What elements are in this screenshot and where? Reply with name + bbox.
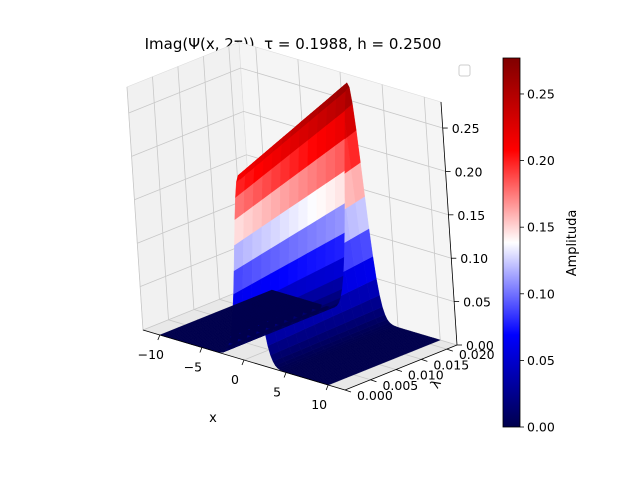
z-gridline	[131, 110, 446, 172]
x-axis-label: x	[209, 411, 217, 426]
colorbar	[502, 57, 521, 428]
y-tick-mark	[344, 389, 352, 393]
surface-patch	[316, 182, 327, 221]
y-tick-label: 0.015	[433, 357, 469, 372]
x-tick-mark	[325, 384, 329, 391]
x-tick-mark	[283, 372, 287, 378]
surface-patch	[325, 176, 336, 215]
surface-patch	[325, 208, 336, 244]
z-tick-label: 0.00	[466, 338, 494, 353]
y-tick-mark	[421, 358, 428, 362]
surface-patch	[335, 170, 345, 210]
y-tick-label: 0.000	[357, 388, 393, 403]
y-tick-mark	[446, 348, 453, 352]
colorbar-tick-label: 0.20	[527, 153, 555, 168]
x-tick-mark	[199, 347, 203, 353]
colorbar-tick-label: 0.25	[527, 86, 555, 101]
x-tick-label: 5	[273, 385, 281, 400]
colorbar-ticks: 0.00 0.05 0.10 0.15 0.20 0.25	[520, 86, 555, 435]
colorbar-tick-label: 0.15	[527, 220, 555, 235]
y-tick-mark	[395, 369, 403, 372]
y-tick-label: 0.010	[408, 368, 444, 383]
z-gridline	[134, 154, 449, 216]
surface-patch	[336, 82, 348, 100]
x-tick-mark	[157, 334, 161, 341]
legend-box	[458, 64, 471, 77]
y-tick-mark	[370, 379, 377, 383]
x-tick-mark	[241, 359, 245, 366]
y-tick-label: 0.005	[382, 378, 418, 393]
colorbar-tick-label: 0.05	[527, 353, 555, 368]
surface-patch	[334, 202, 345, 239]
z-tick-label: 0.10	[460, 251, 488, 266]
colorbar-label: Amplituda	[565, 210, 580, 277]
x-tick-label: −10	[138, 347, 164, 362]
surface-plot	[159, 82, 441, 386]
y-tick-label: 0.020	[459, 347, 495, 362]
x-tick-label: 0	[231, 372, 239, 387]
z-tick-label: 0.25	[452, 121, 480, 136]
z-axis-line	[440, 101, 458, 346]
z-gridline	[128, 67, 443, 129]
y-axis-line	[344, 344, 458, 391]
x-tick-label: 10	[311, 397, 327, 412]
z-tick-label: 0.15	[457, 208, 485, 223]
chart-title: Imag(Ψ(x, 2τ)), τ = 0.1988, h = 0.2500	[145, 35, 442, 53]
colorbar-tick-label: 0.10	[527, 286, 555, 301]
x-tick-label: −5	[184, 360, 202, 375]
colorbar-tick-label: 0.00	[527, 420, 555, 435]
z-tick-label: 0.20	[455, 164, 483, 179]
z-tick-label: 0.05	[463, 295, 491, 310]
